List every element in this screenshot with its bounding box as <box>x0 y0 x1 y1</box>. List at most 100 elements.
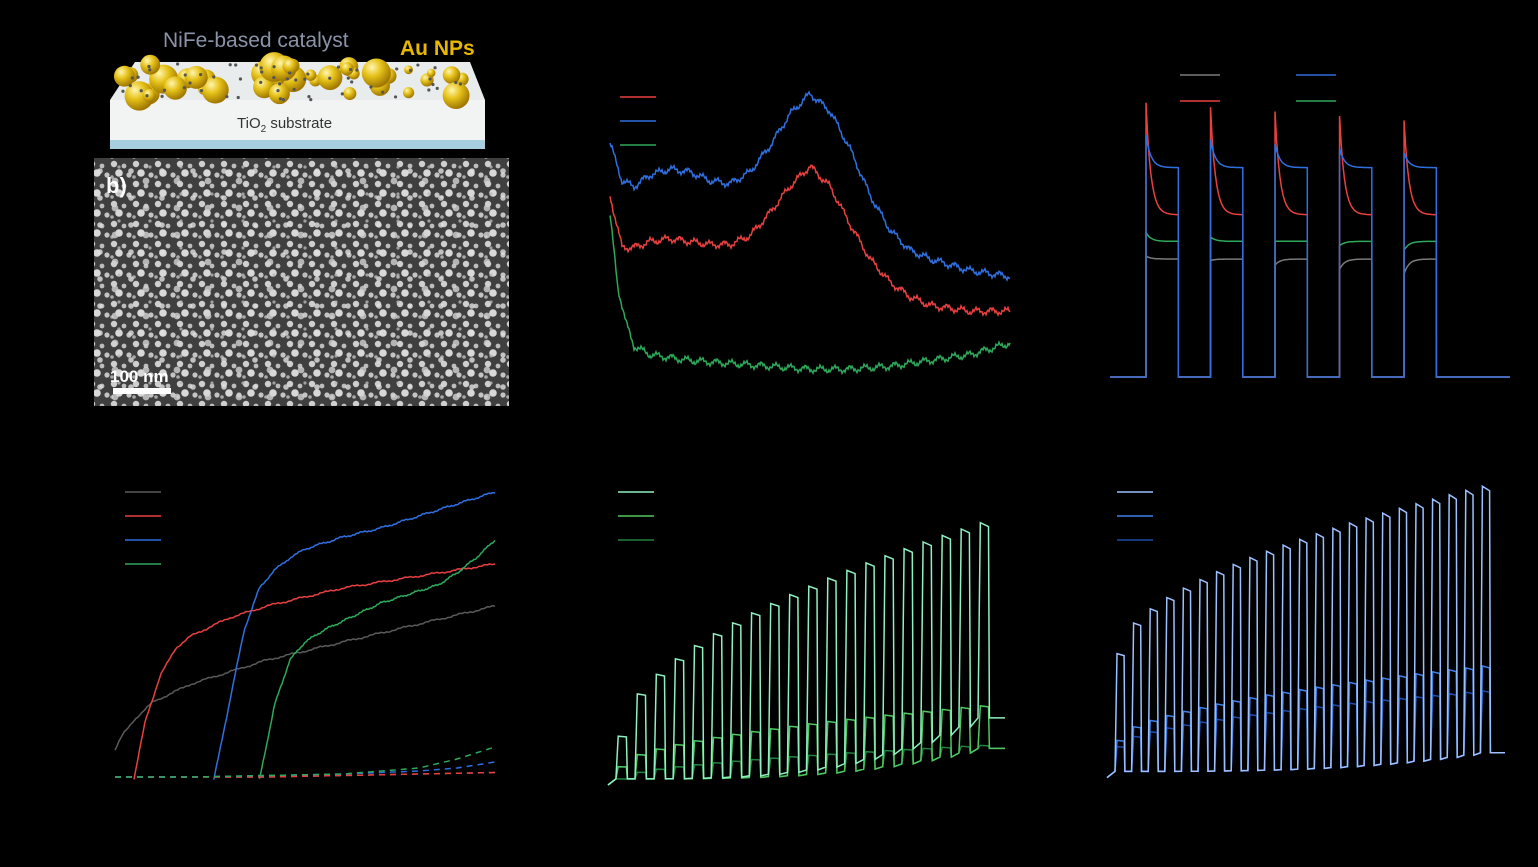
au-nanoparticle <box>403 87 415 99</box>
catalyst-particle <box>188 81 192 85</box>
catalyst-particle <box>393 95 398 99</box>
sem-image-overlay <box>94 158 509 406</box>
catalyst-particle <box>278 97 283 101</box>
series-line <box>1110 229 1510 378</box>
catalyst-particle <box>276 88 280 93</box>
catalyst-particle <box>381 90 385 94</box>
chart-absorbance <box>609 90 1011 376</box>
catalyst-particle <box>303 77 307 81</box>
au-nanoparticle <box>113 65 135 87</box>
series-line <box>609 215 1011 376</box>
catalyst-particle <box>309 98 313 102</box>
catalyst-particle <box>236 95 240 100</box>
catalyst-particle <box>294 78 298 82</box>
au-nanoparticle <box>305 69 317 81</box>
catalyst-particle <box>288 71 292 75</box>
chart-transient-photocurrent <box>1110 74 1510 378</box>
series-line <box>607 521 1005 786</box>
catalyst-particle <box>254 63 259 67</box>
series-line <box>1110 102 1510 378</box>
catalyst-particle <box>454 80 458 85</box>
catalyst-particle <box>136 75 140 79</box>
schematic-panel: NiFe-based catalyst Au NPs TiO2 substrat… <box>110 29 485 149</box>
catalyst-particle <box>433 66 437 70</box>
series-line <box>258 539 496 779</box>
series-line <box>1110 254 1510 378</box>
series-line <box>1106 484 1505 779</box>
series-line <box>114 604 496 751</box>
catalyst-particle <box>225 95 229 99</box>
au-nanoparticle <box>124 81 154 111</box>
catalyst-particle <box>260 70 264 74</box>
catalyst-particle <box>435 86 439 91</box>
catalyst-particle <box>307 95 311 99</box>
catalyst-particle <box>416 63 420 67</box>
catalyst-particle <box>340 92 344 96</box>
catalyst-particle <box>182 86 186 90</box>
catalyst-particle <box>431 82 435 87</box>
series-line <box>133 563 496 780</box>
catalyst-particle <box>130 76 134 80</box>
series-line <box>213 491 496 780</box>
series-line <box>115 771 495 778</box>
catalyst-particle <box>395 67 399 71</box>
au-nanoparticle <box>442 66 461 84</box>
chart-chopped-blue <box>1106 484 1505 779</box>
catalyst-particle <box>428 77 432 81</box>
au-nanoparticle <box>343 87 357 101</box>
catalyst-particle <box>128 84 132 88</box>
catalyst-particle <box>228 63 232 67</box>
au-nanoparticle <box>163 76 187 100</box>
catalyst-particle <box>272 75 276 80</box>
series-line <box>609 164 1011 317</box>
au-nanoparticle <box>142 88 157 103</box>
series-line <box>1106 665 1505 779</box>
catalyst-particle <box>328 76 332 80</box>
catalyst-particle <box>272 65 276 69</box>
catalyst-particle <box>355 68 359 72</box>
catalyst-particle <box>306 72 310 76</box>
catalyst-particle <box>278 82 282 86</box>
panel-label-b: b) <box>106 173 127 198</box>
au-nanoparticle <box>442 82 470 109</box>
catalyst-particle <box>121 89 125 93</box>
catalyst-particle <box>162 88 167 92</box>
sem-panel: b) 100 nm <box>94 158 509 406</box>
catalyst-particle <box>408 68 413 73</box>
substrate-label: TiO2 substrate <box>237 115 332 135</box>
scale-bar-label: 100 nm <box>110 367 169 386</box>
chart-chopped-green <box>607 491 1005 786</box>
au-nanoparticle <box>201 76 229 104</box>
catalyst-particle <box>348 67 353 72</box>
catalyst-particle <box>285 77 289 81</box>
au-nanoparticle <box>282 58 299 75</box>
catalyst-particle <box>427 88 431 92</box>
au-nanoparticle <box>268 83 290 105</box>
catalyst-particle <box>234 63 238 67</box>
catalyst-particle <box>212 75 216 79</box>
catalyst-particle <box>346 76 350 80</box>
catalyst-particle <box>148 68 152 72</box>
series-line <box>1110 135 1510 378</box>
catalyst-particle <box>199 89 204 93</box>
catalyst-particle <box>369 85 373 89</box>
catalyst-particle <box>336 65 341 69</box>
catalyst-particle <box>199 73 203 77</box>
catalyst-particle <box>292 87 296 91</box>
chart-lsv <box>114 491 496 780</box>
scale-bar <box>113 388 171 394</box>
au-nanoparticle <box>340 62 354 76</box>
catalyst-particle <box>183 73 187 77</box>
au-np-label: Au NPs <box>400 37 475 60</box>
catalyst-label: NiFe-based catalyst <box>163 29 349 52</box>
series-line <box>115 746 496 778</box>
au-nanoparticle <box>140 54 161 75</box>
catalyst-particle <box>259 80 263 84</box>
catalyst-particle <box>238 77 243 81</box>
catalyst-particle <box>145 94 149 98</box>
series-line <box>609 90 1011 282</box>
nanoparticle-layer <box>113 52 470 111</box>
catalyst-particle <box>176 62 180 66</box>
catalyst-particle <box>259 66 263 70</box>
